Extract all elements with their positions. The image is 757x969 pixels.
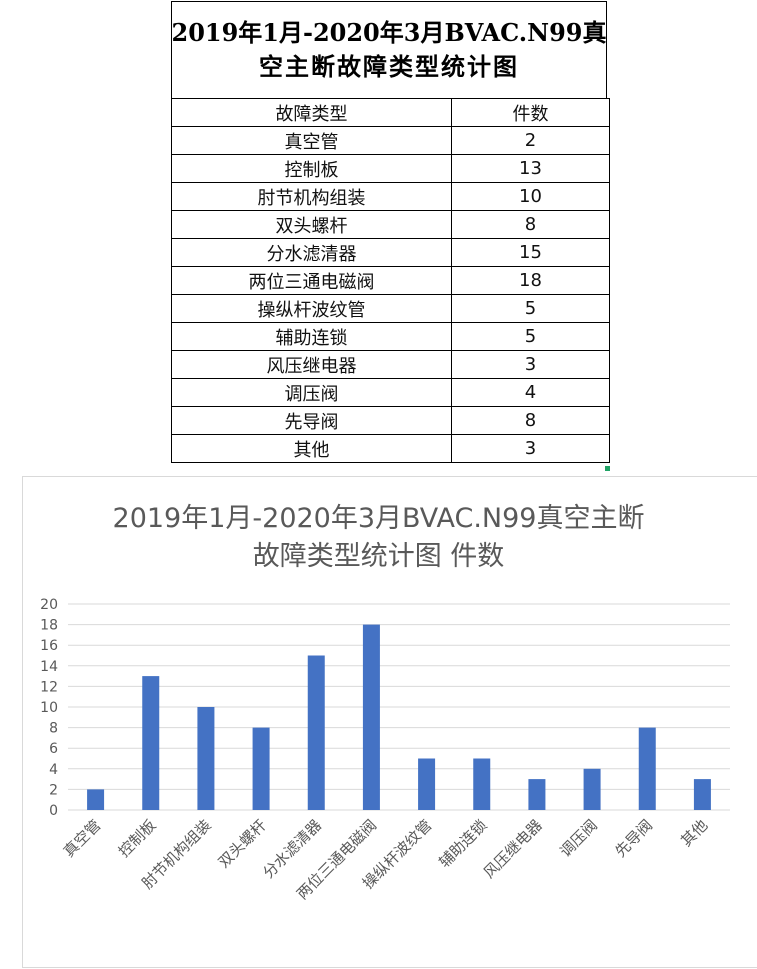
table-row: 两位三通电磁阀 18 xyxy=(171,266,610,295)
fault-table: 2019年1月-2020年3月BVAC.N99真 空主断故障类型统计图 故障类型… xyxy=(171,1,610,463)
table-row: 辅助连锁 5 xyxy=(171,322,610,351)
table-row: 分水滤清器 15 xyxy=(171,238,610,267)
y-tick-label: 6 xyxy=(49,741,58,757)
row-type: 双头螺杆 xyxy=(171,210,452,239)
y-axis-ticks: 0 2 4 6 8 10 12 14 16 18 20 xyxy=(40,597,58,819)
bar[interactable] xyxy=(693,779,711,810)
row-type: 风压继电器 xyxy=(171,350,452,379)
row-type: 操纵杆波纹管 xyxy=(171,294,452,323)
row-count: 10 xyxy=(451,182,610,211)
table-row: 风压继电器 3 xyxy=(171,350,610,379)
table-grid: 故障类型 件数 真空管 2 控制板 13 肘节机构组装 10 双头螺杆 8 分水滤清器 1… xyxy=(171,98,610,463)
gridlines xyxy=(68,603,730,811)
row-count: 2 xyxy=(451,126,610,155)
table-row: 真空管 2 xyxy=(171,126,610,155)
bar[interactable] xyxy=(307,655,325,811)
bar[interactable] xyxy=(473,758,491,811)
row-type: 辅助连锁 xyxy=(171,322,452,351)
bar[interactable] xyxy=(583,768,601,810)
table-title-line2: 空主断故障类型统计图 xyxy=(259,52,519,81)
y-tick-label: 4 xyxy=(49,762,58,778)
x-tick-label: 先导阀 xyxy=(612,816,657,861)
header-fault-type: 故障类型 xyxy=(171,98,452,127)
table-row: 双头螺杆 8 xyxy=(171,210,610,239)
bar[interactable] xyxy=(252,727,270,810)
row-count: 13 xyxy=(451,154,610,183)
bars xyxy=(87,624,711,811)
y-tick-label: 0 xyxy=(49,803,58,819)
y-tick-label: 8 xyxy=(49,721,58,737)
row-count: 5 xyxy=(451,294,610,323)
bar[interactable] xyxy=(528,779,546,810)
selection-handle[interactable] xyxy=(605,466,610,471)
x-tick-label: 双头螺杆 xyxy=(215,816,270,871)
x-tick-label: 调压阀 xyxy=(556,816,601,861)
bar[interactable] xyxy=(87,789,105,810)
y-tick-label: 20 xyxy=(40,597,58,613)
table-row: 操纵杆波纹管 5 xyxy=(171,294,610,323)
y-tick-label: 14 xyxy=(40,659,58,675)
row-type: 两位三通电磁阀 xyxy=(171,266,452,295)
row-count: 5 xyxy=(451,322,610,351)
bar[interactable] xyxy=(142,676,160,810)
row-count: 4 xyxy=(451,378,610,407)
row-type: 其他 xyxy=(171,434,452,463)
bar[interactable] xyxy=(418,758,436,811)
table-title: 2019年1月-2020年3月BVAC.N99真 空主断故障类型统计图 xyxy=(171,1,607,98)
y-tick-label: 12 xyxy=(40,679,58,695)
bar[interactable] xyxy=(197,707,215,810)
chart-title-line1: 2019年1月-2020年3月BVAC.N99真空主断 xyxy=(112,503,645,534)
y-tick-label: 10 xyxy=(40,700,58,716)
row-type: 真空管 xyxy=(171,126,452,155)
row-count: 3 xyxy=(451,350,610,379)
x-tick-label: 风压继电器 xyxy=(480,816,546,882)
table-row: 其他 3 xyxy=(171,434,610,463)
row-type: 分水滤清器 xyxy=(171,238,452,267)
x-tick-label: 辅助连锁 xyxy=(435,816,490,871)
row-type: 肘节机构组装 xyxy=(171,182,452,211)
y-tick-label: 18 xyxy=(40,618,58,634)
bar[interactable] xyxy=(362,624,380,810)
table-row: 肘节机构组装 10 xyxy=(171,182,610,211)
bar[interactable] xyxy=(638,727,656,810)
table-title-line1: 2019年1月-2020年3月BVAC.N99真 xyxy=(171,18,607,47)
x-tick-label: 控制板 xyxy=(115,816,160,861)
row-count: 3 xyxy=(451,434,610,463)
x-tick-label: 真空管 xyxy=(60,816,105,861)
y-tick-label: 16 xyxy=(40,638,58,654)
chart-title-line2: 故障类型统计图 件数 xyxy=(252,541,505,572)
y-tick-label: 2 xyxy=(49,782,58,798)
x-tick-label: 其他 xyxy=(677,816,711,850)
